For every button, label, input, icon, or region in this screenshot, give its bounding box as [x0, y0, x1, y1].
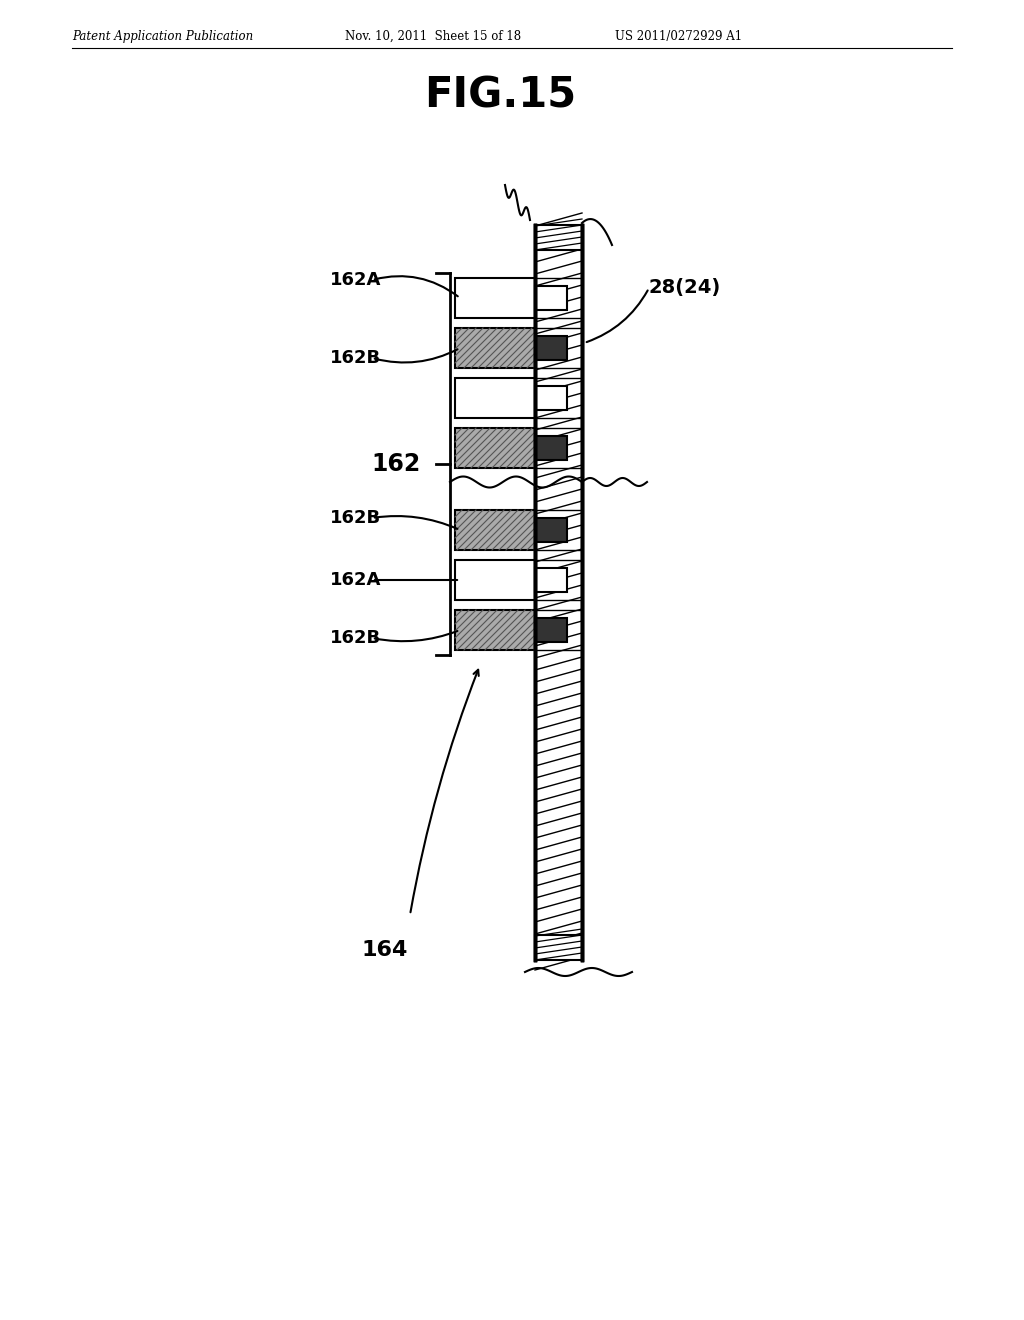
- Bar: [455, 378, 535, 418]
- Bar: [535, 224, 582, 960]
- Bar: [535, 224, 582, 249]
- Bar: [455, 428, 535, 469]
- Text: 162B: 162B: [330, 510, 381, 527]
- Text: 162: 162: [372, 451, 421, 477]
- Bar: [535, 618, 567, 642]
- Bar: [535, 935, 582, 960]
- Bar: [455, 327, 535, 368]
- Text: Nov. 10, 2011  Sheet 15 of 18: Nov. 10, 2011 Sheet 15 of 18: [345, 30, 521, 44]
- Text: US 2011/0272929 A1: US 2011/0272929 A1: [615, 30, 742, 44]
- Text: 162B: 162B: [330, 348, 381, 367]
- Text: 162A: 162A: [330, 271, 381, 289]
- Bar: [455, 279, 535, 318]
- Text: Patent Application Publication: Patent Application Publication: [72, 30, 253, 44]
- Text: 162A: 162A: [330, 572, 381, 589]
- Bar: [535, 385, 567, 411]
- Bar: [455, 610, 535, 649]
- Text: 28(24): 28(24): [649, 279, 721, 297]
- Bar: [455, 510, 535, 550]
- Bar: [535, 436, 567, 459]
- Text: 162B: 162B: [330, 630, 381, 647]
- Text: 164: 164: [361, 940, 409, 960]
- Bar: [535, 337, 567, 360]
- Bar: [455, 560, 535, 601]
- Bar: [535, 568, 567, 591]
- Bar: [535, 286, 567, 310]
- Text: FIG.15: FIG.15: [424, 75, 577, 117]
- Bar: [535, 517, 567, 543]
